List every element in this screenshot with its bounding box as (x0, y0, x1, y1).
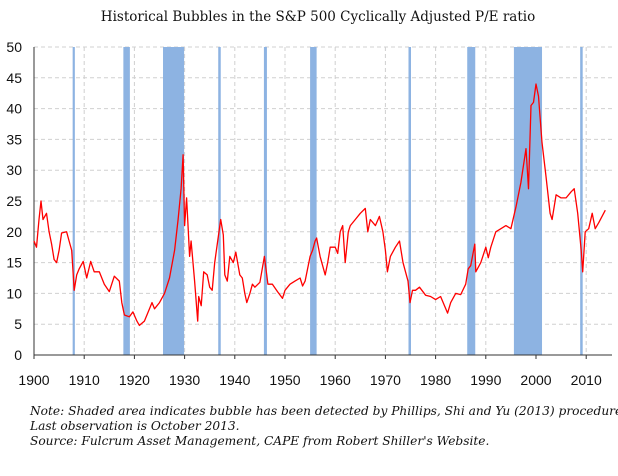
bubble-period-band (580, 47, 583, 355)
x-tick-label: 2010 (571, 372, 602, 388)
y-tick-label: 10 (6, 285, 22, 301)
axes (33, 47, 612, 359)
x-axis-ticks: 1900 1910 1920 1930 1940 1950 1960 1970 1980 1990… (18, 372, 602, 388)
bubble-period-band (467, 47, 476, 355)
y-tick-label: 45 (6, 70, 22, 86)
x-tick-label: 1990 (470, 372, 501, 388)
y-tick-label: 20 (6, 224, 22, 240)
y-tick-label: 35 (6, 131, 22, 147)
y-tick-label: 15 (6, 255, 22, 271)
note-source: Source: Fulcrum Asset Management, CAPE f… (30, 434, 490, 448)
x-tick-label: 1920 (119, 372, 150, 388)
x-tick-label: 1910 (69, 372, 100, 388)
y-axis-ticks: 0 5 10 15 20 25 30 35 40 45 50 (6, 39, 22, 363)
bubble-period-band (310, 47, 317, 355)
y-tick-label: 30 (6, 162, 22, 178)
y-tick-label: 25 (6, 193, 22, 209)
x-tick-label: 2000 (520, 372, 551, 388)
x-tick-label: 1900 (18, 372, 49, 388)
y-tick-label: 50 (6, 39, 22, 55)
cape-series-line (33, 83, 606, 327)
x-tick-label: 1980 (420, 372, 451, 388)
bubble-period-band (218, 47, 221, 355)
bubble-period-band (163, 47, 185, 355)
note-last-observation: Last observation is October 2013. (30, 419, 240, 433)
x-tick-label: 1940 (219, 372, 250, 388)
bubble-period-band (408, 47, 412, 355)
y-tick-label: 5 (14, 316, 22, 332)
x-tick-label: 1960 (320, 372, 351, 388)
bubble-period-band (123, 47, 130, 355)
x-tick-label: 1950 (269, 372, 300, 388)
bubble-period-band (513, 47, 543, 355)
x-tick-label: 1970 (370, 372, 401, 388)
y-tick-label: 0 (14, 347, 22, 363)
bubble-period-band (72, 47, 75, 355)
x-tick-label: 1930 (169, 372, 200, 388)
note-bubble-detection: Note: Shaded area indicates bubble has b… (30, 404, 618, 418)
chart-notes: Note: Shaded area indicates bubble has b… (30, 404, 618, 449)
chart-title: Historical Bubbles in the S&P 500 Cyclic… (101, 9, 535, 25)
bubble-period-band (263, 47, 267, 355)
y-tick-label: 40 (6, 101, 22, 117)
bubble-bands (72, 47, 583, 355)
